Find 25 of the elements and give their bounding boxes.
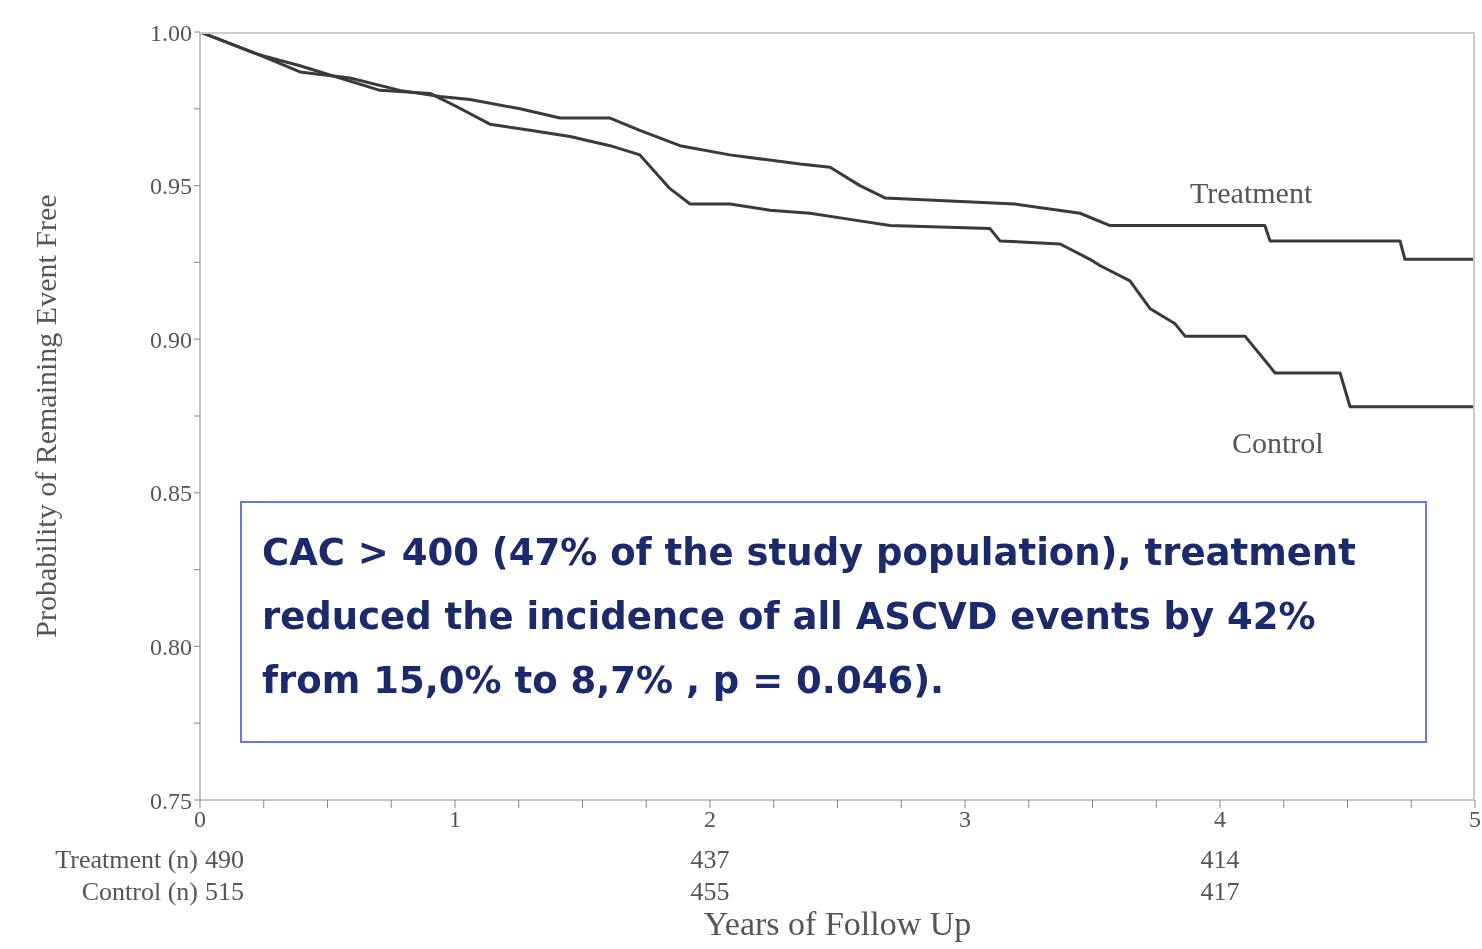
text: 414 xyxy=(1199,845,1241,875)
x-tick-label: 2 xyxy=(704,806,716,833)
y-axis-title: Probability of Remaining Event Free xyxy=(28,194,62,638)
y-tick-label: 1.00 xyxy=(150,19,192,46)
y-tick-label: 0.85 xyxy=(150,480,192,507)
x-tick-label: 3 xyxy=(959,806,971,833)
text: Treatment (n) xyxy=(55,845,198,875)
annotation: CAC > 400 (47% of the study population), treatment reduced the incidence of all ASCVD events by 42% from 15,0% to 8,7% , p = 0.046). xyxy=(240,501,1427,743)
x-tick-label: 0 xyxy=(194,806,206,833)
text: 437 xyxy=(689,845,731,875)
y-tick-label: 0.95 xyxy=(150,173,192,200)
text: 490 xyxy=(205,845,244,875)
series-label: Treatment xyxy=(1190,176,1313,210)
series-label: Control xyxy=(1232,426,1324,460)
x-axis-title: Years of Follow Up xyxy=(702,905,973,943)
text: 455 xyxy=(689,877,731,907)
y-tick-label: 0.75 xyxy=(150,787,192,814)
text: 417 xyxy=(1199,877,1241,907)
text: Control (n) xyxy=(81,877,198,907)
text: 515 xyxy=(205,877,244,907)
x-tick-label: 1 xyxy=(449,806,461,833)
y-tick-label: 0.90 xyxy=(150,326,192,353)
x-tick-label: 4 xyxy=(1214,806,1226,833)
x-tick-label: 5 xyxy=(1469,806,1481,833)
y-tick-label: 0.80 xyxy=(150,633,192,660)
